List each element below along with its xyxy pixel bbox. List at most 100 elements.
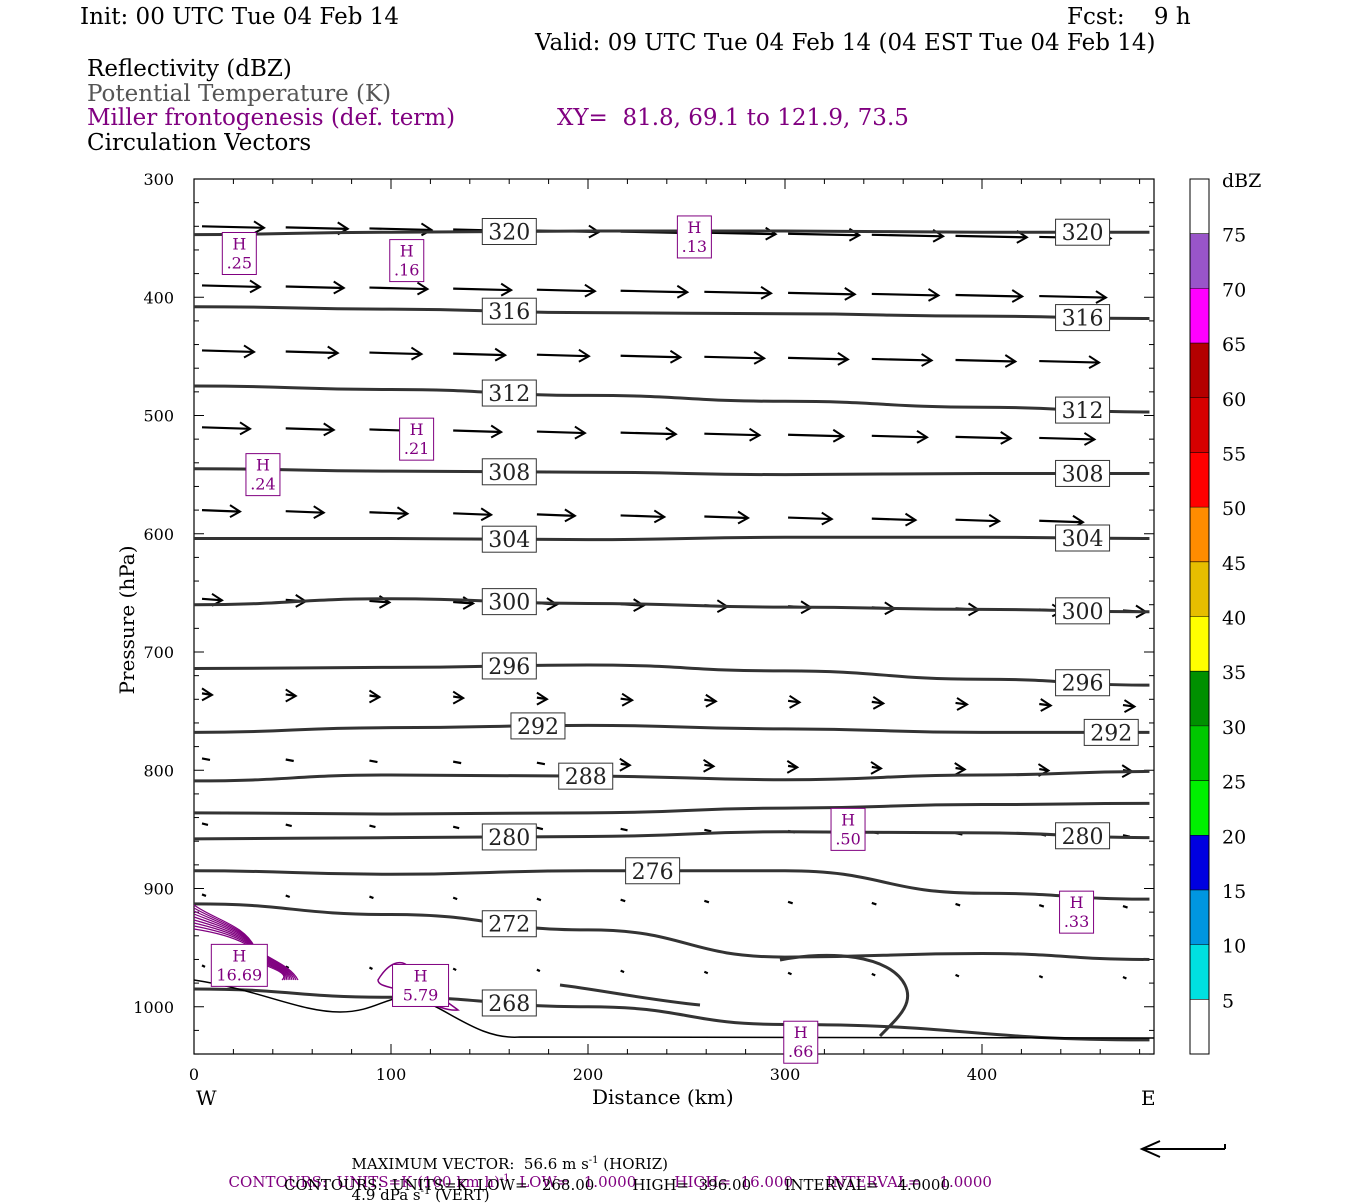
frontogenesis-max-box	[830, 807, 866, 851]
west-label: W	[196, 1086, 217, 1110]
colorbar-segment	[1190, 671, 1209, 726]
circulation-vector	[620, 284, 690, 299]
colorbar-label: 30	[1222, 717, 1246, 739]
circulation-vector	[871, 696, 886, 710]
circulation-vector	[704, 693, 718, 708]
circulation-vector	[201, 964, 206, 968]
circulation-vector	[536, 508, 577, 523]
isentrope-304	[194, 535, 1150, 542]
circulation-vector	[620, 349, 683, 364]
isentrope-label: 304	[488, 528, 530, 553]
frontogenesis-max-letter: H	[841, 810, 855, 829]
x-tick-label: 0	[189, 1065, 199, 1084]
isentrope-label: 300	[488, 591, 530, 616]
frontogenesis-max-value: .16	[394, 261, 419, 280]
isentrope-label: 268	[488, 992, 530, 1017]
colorbar-label: 20	[1222, 826, 1246, 848]
isentrope-label-box	[1055, 218, 1111, 246]
circulation-vector	[536, 761, 546, 766]
circulation-vector	[201, 220, 266, 235]
circulation-vector	[871, 901, 877, 906]
circulation-vector	[788, 352, 850, 366]
circulation-vector	[1038, 903, 1045, 908]
valid-time: Valid: 09 UTC Tue 04 Feb 14 (04 EST Tue …	[535, 30, 1156, 56]
isentrope-label: 296	[488, 655, 530, 680]
reference-vector-icon	[1139, 1140, 1226, 1158]
circulation-vector	[1122, 905, 1128, 909]
frontogenesis-contours-info: CONTOURS: UNITS=K (100 km h)-1 LOW= 1.00…	[219, 1159, 992, 1190]
frontogenesis-max-letter: H	[400, 242, 414, 261]
colorbar-segment	[1190, 944, 1209, 1000]
circulation-vector	[453, 347, 508, 362]
circulation-vector	[201, 421, 252, 436]
circulation-vector	[1039, 290, 1108, 304]
isentrope-288	[193, 769, 1150, 783]
isentrope-label: 280	[1062, 825, 1104, 850]
circulation-vector	[704, 350, 767, 365]
circulation-vector	[704, 510, 750, 525]
colorbar-label: 25	[1222, 772, 1246, 794]
isentrope-label: 296	[1062, 672, 1104, 697]
frontogenesis-contour	[377, 961, 460, 1011]
frontogenesis-max-box	[221, 231, 257, 275]
colorbar-label: 65	[1222, 334, 1246, 356]
circulation-vector	[201, 344, 256, 359]
isentrope-316	[193, 305, 1150, 321]
circulation-vector	[536, 968, 541, 973]
circulation-vector	[703, 970, 709, 975]
init-time: Init: 00 UTC Tue 04 Feb 14	[80, 4, 400, 30]
surface-contour	[193, 979, 1155, 1039]
isentrope-272	[193, 902, 1150, 961]
y-tick-label: 1000	[133, 998, 174, 1017]
frontogenesis-max-value: 5.79	[403, 985, 439, 1004]
colorbar-segment	[1190, 452, 1209, 508]
circulation-vector	[786, 760, 800, 774]
colorbar-label: 15	[1222, 881, 1246, 903]
isentrope-label-box	[481, 458, 537, 486]
circulation-vector	[453, 424, 504, 439]
max-vector-vert-unit: (VERT)	[430, 1186, 490, 1204]
isentrope-label-box	[1055, 822, 1111, 850]
forecast-hour: Fcst: 9 h	[1067, 4, 1191, 30]
circulation-vector	[704, 828, 712, 833]
frontogenesis-max-letter: H	[794, 1023, 808, 1042]
y-tick-label: 900	[143, 880, 174, 899]
isentrope-label-box	[510, 712, 566, 740]
circulation-vector	[536, 348, 591, 363]
x-tick-label: 300	[770, 1065, 801, 1084]
frontogenesis-max-box	[392, 963, 450, 1007]
y-tick-label: 700	[143, 643, 174, 662]
x-tick-label: 100	[376, 1065, 407, 1084]
circulation-vector	[620, 426, 678, 441]
isentrope-292	[193, 723, 1150, 734]
circulation-vector	[285, 965, 290, 969]
east-label: E	[1141, 1086, 1156, 1110]
isentrope-label-box	[1055, 597, 1111, 625]
circulation-vector	[285, 505, 326, 520]
circulation-vector	[536, 283, 597, 298]
frontogenesis-max: H.24	[245, 453, 281, 497]
frontogenesis-max: H.16	[389, 239, 425, 283]
colorbar-label: 35	[1222, 662, 1246, 684]
circulation-vector	[536, 826, 544, 831]
isentrope-312	[193, 384, 1150, 414]
circulation-vector	[285, 688, 298, 703]
circulation-vector	[201, 687, 214, 702]
circulation-vector	[871, 972, 876, 977]
colorbar-segment	[1190, 233, 1209, 289]
circulation-vector	[955, 289, 1025, 303]
isentrope-label-box	[481, 989, 537, 1017]
circulation-vector	[285, 758, 294, 763]
fg-contours-exp: -1	[499, 1173, 510, 1184]
circulation-vector	[787, 694, 802, 709]
circulation-vector	[452, 760, 462, 765]
circulation-vector	[955, 697, 969, 711]
max-vector-horiz-exp: -1	[588, 1155, 599, 1166]
circulation-vector	[201, 757, 211, 762]
max-vector-vert-exp: -1	[420, 1186, 431, 1197]
circulation-vector	[285, 280, 346, 295]
isentropes: 320 320 316 316 312 312 308 308 304 304 300 300 296 2…	[193, 218, 1155, 1042]
colorbar-label: 60	[1222, 389, 1246, 411]
frontogenesis-max-letter: H	[232, 234, 246, 253]
frontogenesis-max-box	[783, 1020, 819, 1064]
